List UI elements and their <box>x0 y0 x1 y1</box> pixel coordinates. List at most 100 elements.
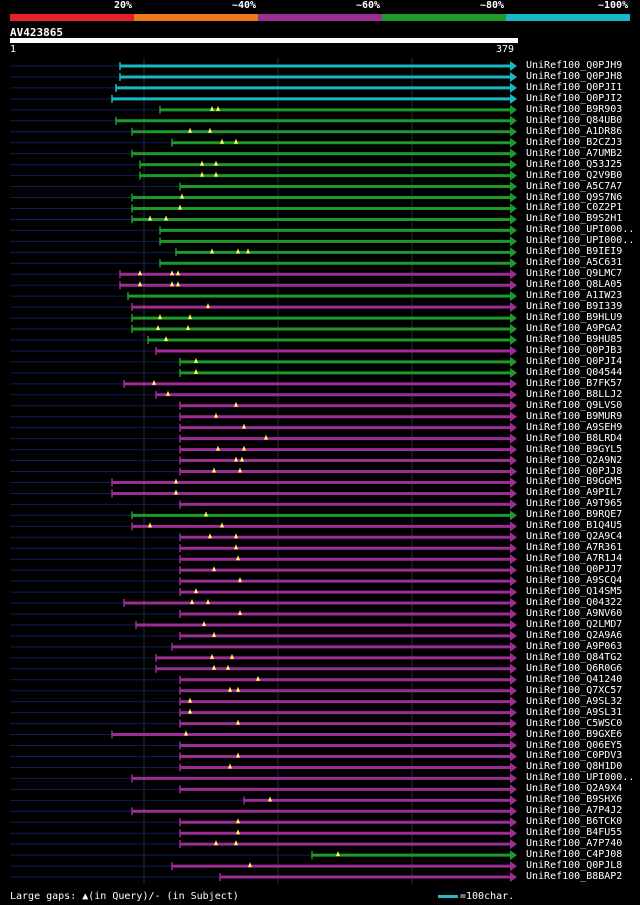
query-gap-marker <box>186 325 190 331</box>
query-gap-marker <box>166 390 170 396</box>
hit-label[interactable]: UniRef100_B9GGM5 <box>526 476 623 488</box>
hit-label[interactable]: UniRef100_B9RQE7 <box>526 509 623 521</box>
hit-label[interactable]: UniRef100_Q14SM5 <box>526 586 623 598</box>
hit-label[interactable]: UniRef100_Q6R0G6 <box>526 662 623 674</box>
hit-label[interactable]: UniRef100_Q04544 <box>526 366 623 378</box>
hit-label[interactable]: UniRef100_Q0PJL8 <box>526 860 623 872</box>
hit-label[interactable]: UniRef100_Q53J25 <box>526 158 623 170</box>
hit-label[interactable]: UniRef100_B9SHX6 <box>526 794 623 806</box>
hit-label[interactable]: UniRef100_Q9S7N6 <box>526 191 623 203</box>
query-gap-marker <box>164 215 168 221</box>
hit-label[interactable]: UniRef100_A1IW23 <box>526 290 623 302</box>
hit-label[interactable]: UniRef100_A9T965 <box>526 498 623 510</box>
hit-label[interactable]: UniRef100_A5C631 <box>526 257 623 269</box>
hit-label[interactable]: UniRef100_B8BAP2 <box>526 871 623 883</box>
hit-label[interactable]: UniRef100_A7R361 <box>526 542 623 554</box>
hit-label[interactable]: UniRef100_Q8H1D0 <box>526 761 623 773</box>
hit-label[interactable]: UniRef100_UPI000.. <box>526 772 635 784</box>
hit-label[interactable]: UniRef100_Q2A9N2 <box>526 454 623 466</box>
hit-label[interactable]: UniRef100_Q2A9C4 <box>526 531 623 543</box>
hit-label[interactable]: UniRef100_Q41240 <box>526 673 623 685</box>
hit-arrow-icon <box>510 499 517 510</box>
query-gap-marker <box>220 522 224 528</box>
query-gap-marker <box>238 467 242 473</box>
hit-label[interactable]: UniRef100_C4PJ08 <box>526 849 623 861</box>
hit-label[interactable]: UniRef100_UPI000.. <box>526 235 635 247</box>
query-gap-marker <box>188 314 192 320</box>
hit-label[interactable]: UniRef100_Q0PJJ7 <box>526 564 623 576</box>
hit-label[interactable]: UniRef100_B6TCK0 <box>526 816 623 828</box>
hit-arrow-icon <box>510 795 517 806</box>
hit-label[interactable]: UniRef100_Q0PJI1 <box>526 81 623 93</box>
hit-label[interactable]: UniRef100_B9GXE6 <box>526 728 623 740</box>
hit-arrow-icon <box>510 806 517 817</box>
hit-label[interactable]: UniRef100_A9PIL7 <box>526 487 623 499</box>
hit-label[interactable]: UniRef100_Q06EY5 <box>526 739 623 751</box>
hit-label[interactable]: UniRef100_Q84TG2 <box>526 651 623 663</box>
hit-label[interactable]: UniRef100_B9R903 <box>526 103 623 115</box>
hit-label[interactable]: UniRef100_B8LLJ2 <box>526 388 623 400</box>
hit-label[interactable]: UniRef100_B9MUR9 <box>526 410 623 422</box>
hit-label[interactable]: UniRef100_B1Q4U5 <box>526 520 623 532</box>
hit-arrow-icon <box>510 619 517 630</box>
hit-arrow-icon <box>510 115 517 126</box>
hit-label[interactable]: UniRef100_B9GYL5 <box>526 443 623 455</box>
hit-label[interactable]: UniRef100_A9PGA2 <box>526 323 623 335</box>
hit-label[interactable]: UniRef100_C5WSC0 <box>526 717 623 729</box>
hit-label[interactable]: UniRef100_A7UMB2 <box>526 147 623 159</box>
hit-label[interactable]: UniRef100_B2CZJ3 <box>526 136 623 148</box>
hit-arrow-icon <box>510 335 517 345</box>
hit-label[interactable]: UniRef100_A7R1J4 <box>526 553 623 565</box>
hit-label[interactable]: UniRef100_B4FU55 <box>526 827 623 839</box>
hit-label[interactable]: UniRef100_Q2A9A6 <box>526 629 623 641</box>
hit-label[interactable]: UniRef100_Q9LVS0 <box>526 399 623 411</box>
hit-label[interactable]: UniRef100_A9SL31 <box>526 706 623 718</box>
hit-label[interactable]: UniRef100_B9HU85 <box>526 334 623 345</box>
hit-label[interactable]: UniRef100_Q2A9X4 <box>526 783 623 795</box>
hit-label[interactable]: UniRef100_B7FK57 <box>526 377 623 389</box>
hit-label[interactable]: UniRef100_Q8LA05 <box>526 279 623 291</box>
query-gap-marker <box>148 522 152 528</box>
hit-label[interactable]: UniRef100_Q2LMD7 <box>526 618 623 630</box>
hit-label[interactable]: UniRef100_A7P4J2 <box>526 805 623 817</box>
hit-label[interactable]: UniRef100_Q0PJB3 <box>526 344 623 356</box>
hit-label[interactable]: UniRef100_Q2V9B0 <box>526 169 623 181</box>
hit-arrow-icon <box>510 652 517 663</box>
query-gap-marker <box>174 489 178 495</box>
hit-label[interactable]: UniRef100_Q0PJI4 <box>526 355 623 367</box>
query-gap-marker <box>148 215 152 221</box>
scale-bar-icon <box>438 894 458 898</box>
hit-arrow-icon <box>510 477 517 488</box>
hit-label[interactable]: UniRef100_B9HLU9 <box>526 312 623 324</box>
hit-label[interactable]: UniRef100_Q0PJI2 <box>526 92 623 104</box>
query-gap-marker <box>246 248 250 254</box>
hit-label[interactable]: UniRef100_A9SL32 <box>526 695 623 707</box>
hit-label[interactable]: UniRef100_Q84UB0 <box>526 114 623 126</box>
query-gap-marker <box>200 160 204 166</box>
hit-label[interactable]: UniRef100_A9P063 <box>526 640 623 652</box>
hit-label[interactable]: UniRef100_C0Z2P1 <box>526 202 623 214</box>
hit-label[interactable]: UniRef100_B9S2H1 <box>526 213 623 225</box>
hit-arrow-icon <box>510 740 517 751</box>
hit-label[interactable]: UniRef100_A9SEH9 <box>526 421 623 433</box>
hit-label[interactable]: UniRef100_Q0PJH9 <box>526 60 623 71</box>
legend-label-3: ~60% <box>356 0 381 11</box>
hit-label[interactable]: UniRef100_B8LRD4 <box>526 432 623 444</box>
hit-label[interactable]: UniRef100_Q7XC57 <box>526 684 623 696</box>
hit-label[interactable]: UniRef100_A1DR86 <box>526 125 623 137</box>
hit-label[interactable]: UniRef100_A9NV60 <box>526 608 623 619</box>
hit-label[interactable]: UniRef100_A5C7A7 <box>526 180 623 192</box>
hit-label[interactable]: UniRef100_A9SCQ4 <box>526 575 623 587</box>
hit-label[interactable]: UniRef100_Q0PJJ8 <box>526 465 623 477</box>
hit-label[interactable]: UniRef100_Q9LMC7 <box>526 268 623 280</box>
hit-label[interactable]: UniRef100_A7P740 <box>526 838 623 850</box>
hit-arrow-icon <box>510 422 517 433</box>
hit-label[interactable]: UniRef100_UPI000.. <box>526 224 635 236</box>
hit-label[interactable]: UniRef100_Q04322 <box>526 597 623 609</box>
hit-label[interactable]: UniRef100_C0PDV3 <box>526 750 623 762</box>
hit-label[interactable]: UniRef100_B9IEI9 <box>526 246 623 258</box>
hit-label[interactable]: UniRef100_Q0PJH8 <box>526 70 623 82</box>
hit-arrow-icon <box>510 510 517 521</box>
hit-label[interactable]: UniRef100_B9I339 <box>526 301 623 313</box>
